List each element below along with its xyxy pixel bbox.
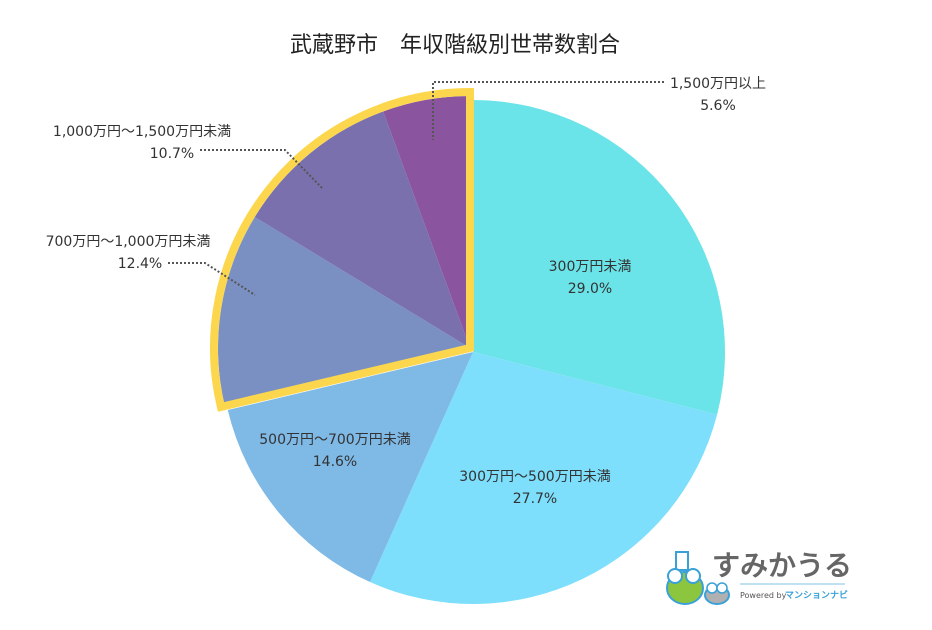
frog-mascot-icon <box>666 551 730 605</box>
pie-slice-2 <box>227 352 473 582</box>
slice-label-1: 300万円～500万円未満 <box>459 469 610 485</box>
slice-value-3: 12.4% <box>118 256 162 272</box>
slice-label-2: 500万円～700万円未満 <box>259 432 410 448</box>
slice-label-4: 1,000万円～1,500万円未満 <box>53 124 231 140</box>
pie-slice-1 <box>370 352 718 604</box>
logo-name: すみかうる <box>712 549 852 582</box>
slice-label-0: 300万円未満 <box>549 259 632 275</box>
slice-value-5: 5.6% <box>700 98 736 114</box>
slice-label-5: 1,500万円以上 <box>670 76 766 92</box>
powered-by-text: Powered by <box>740 591 787 600</box>
leader-line-4 <box>200 149 323 189</box>
slice-value-0: 29.0% <box>568 281 612 297</box>
pie-slices <box>218 96 726 604</box>
slice-value-4: 10.7% <box>150 146 194 162</box>
highlight-border <box>210 87 474 412</box>
chart-title: 武蔵野市 年収階級別世帯数割合 <box>290 33 620 58</box>
pie-slice-0 <box>473 100 726 415</box>
leader-line-5 <box>432 81 664 140</box>
leader-lines <box>168 81 664 296</box>
slice-labels: 300万円未満 29.0% 300万円～500万円未満 27.7% 500万円～… <box>46 76 766 507</box>
sumikauru-logo: すみかうる Powered by マンションナビ <box>666 549 852 605</box>
highlight-outline <box>210 87 474 412</box>
pie-slice-5 <box>383 96 470 348</box>
pie-slice-3 <box>218 217 470 407</box>
brand-name: マンションナビ <box>785 589 848 601</box>
slice-value-1: 27.7% <box>513 491 557 507</box>
leader-line-3 <box>168 262 256 296</box>
pie-slice-4 <box>254 111 470 348</box>
slice-label-3: 700万円～1,000万円未満 <box>46 234 211 250</box>
slice-value-2: 14.6% <box>313 454 357 470</box>
